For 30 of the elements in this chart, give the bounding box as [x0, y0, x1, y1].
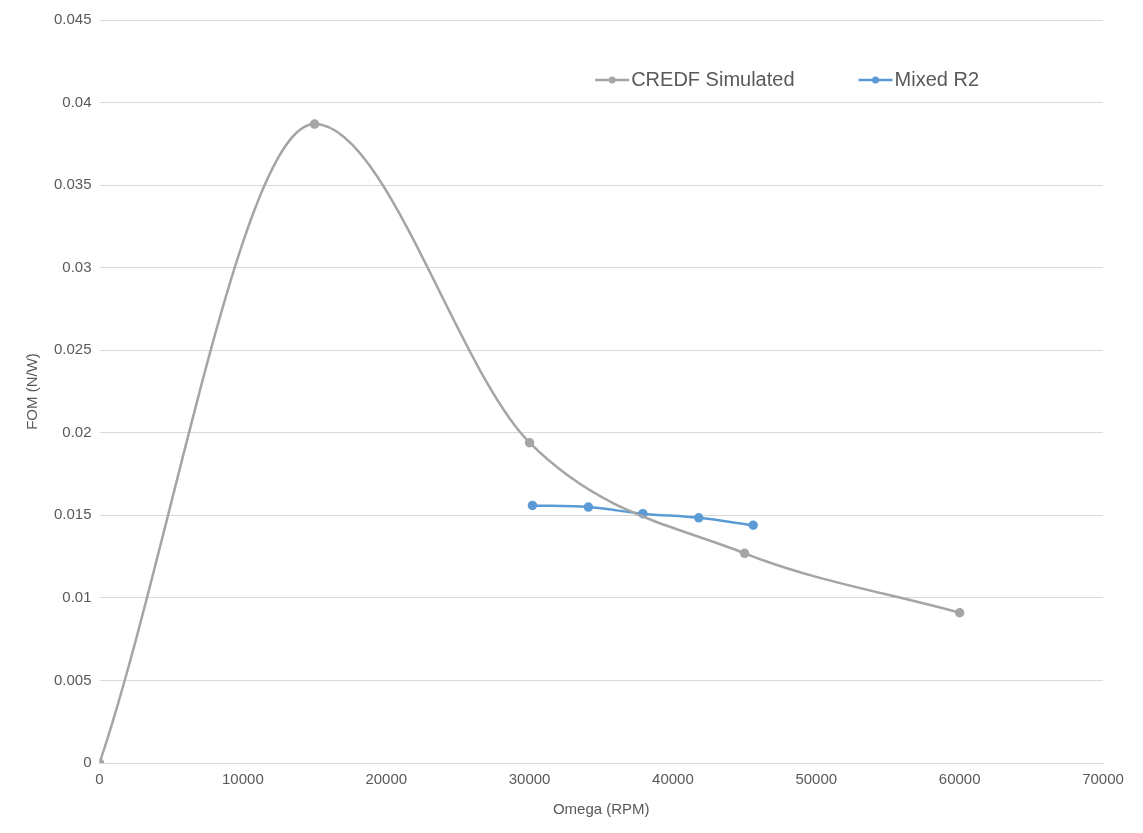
x-tick-label: 40000	[652, 770, 694, 788]
y-tick-label: 0.035	[53, 175, 92, 193]
x-tick-label: 60000	[938, 770, 981, 788]
x-tick-label: 10000	[222, 770, 264, 788]
x-axis-title: Omega (RPM)	[552, 800, 650, 818]
y-tick-label: 0.03	[62, 257, 92, 275]
y-tick-label: 0.025	[53, 340, 92, 358]
point	[524, 437, 535, 448]
y-tick-label: 0.005	[53, 670, 92, 688]
point	[739, 548, 750, 559]
y-tick-label: 0	[83, 753, 92, 771]
x-tick-label: 30000	[508, 770, 551, 788]
y-tick-label: 0.045	[53, 10, 92, 28]
point	[748, 520, 758, 530]
legend-label: CREDF Simulated	[631, 67, 795, 90]
x-tick-label: 20000	[365, 770, 408, 788]
point	[527, 500, 538, 511]
x-tick-label: 0	[95, 770, 104, 788]
point	[309, 119, 320, 129]
point	[954, 608, 965, 618]
x-tick-label: 70000	[1082, 770, 1124, 788]
y-tick-label: 0.01	[62, 588, 92, 606]
point	[694, 513, 704, 523]
y-tick-label: 0.04	[62, 92, 92, 110]
y-tick-label: 0.015	[53, 505, 92, 523]
y-axis-title: FOM (N/W)	[23, 353, 41, 430]
legend-label: Mixed R2	[894, 67, 980, 90]
y-tick-label: 0.02	[62, 422, 92, 440]
x-tick-label: 50000	[795, 770, 838, 788]
point	[583, 502, 594, 512]
